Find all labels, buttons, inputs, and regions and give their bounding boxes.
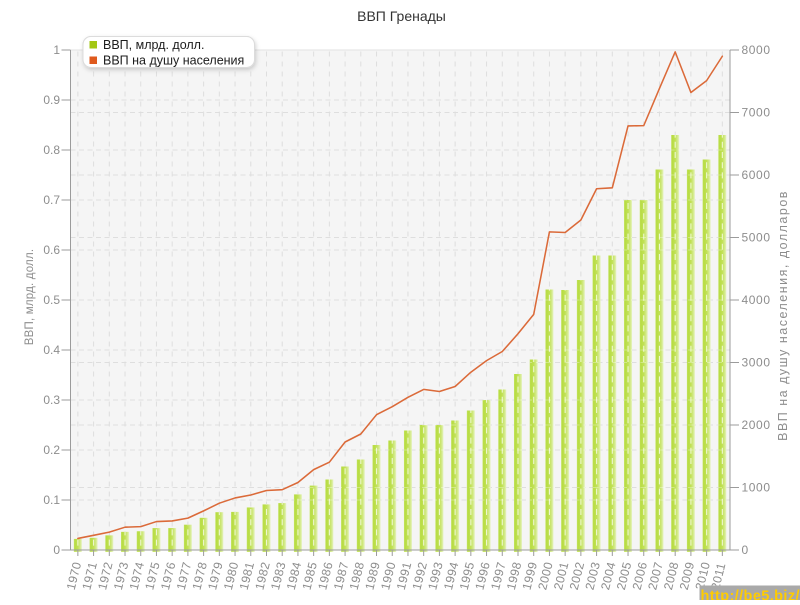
svg-text:0.3: 0.3 <box>43 393 60 407</box>
svg-text:8000: 8000 <box>742 43 771 57</box>
svg-text:0.1: 0.1 <box>43 493 60 507</box>
svg-text:0.2: 0.2 <box>43 443 60 457</box>
svg-text:http://be5.biz/: http://be5.biz/ <box>701 589 800 601</box>
svg-text:0.8: 0.8 <box>43 143 60 157</box>
svg-text:0: 0 <box>53 543 60 557</box>
svg-text:0.4: 0.4 <box>43 343 60 357</box>
svg-text:0.7: 0.7 <box>43 193 60 207</box>
svg-text:4000: 4000 <box>742 293 771 307</box>
svg-text:0: 0 <box>742 543 749 557</box>
svg-text:6000: 6000 <box>742 168 771 182</box>
svg-text:3000: 3000 <box>742 356 771 370</box>
svg-text:2000: 2000 <box>742 418 771 432</box>
svg-text:5000: 5000 <box>742 231 771 245</box>
svg-text:ВВП на душу населения, долларо: ВВП на душу населения, долларов <box>776 190 790 441</box>
svg-text:0.5: 0.5 <box>43 293 60 307</box>
svg-text:ВВП на душу населения: ВВП на душу населения <box>103 53 244 67</box>
svg-text:0.6: 0.6 <box>43 243 60 257</box>
svg-text:ВВП Гренады: ВВП Гренады <box>357 8 446 24</box>
svg-text:0.9: 0.9 <box>43 93 60 107</box>
svg-text:ВВП, млрд. долл.: ВВП, млрд. долл. <box>24 249 36 346</box>
svg-text:ВВП, млрд. долл.: ВВП, млрд. долл. <box>103 38 204 52</box>
svg-text:7000: 7000 <box>742 106 771 120</box>
svg-text:1: 1 <box>53 43 60 57</box>
svg-text:1000: 1000 <box>742 481 771 495</box>
